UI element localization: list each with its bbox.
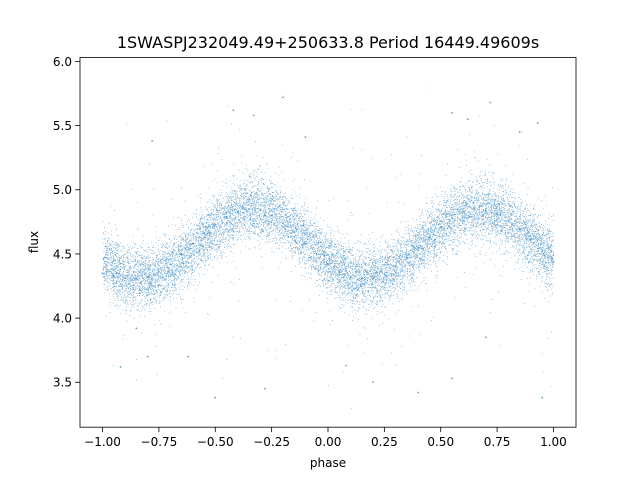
scatter-point bbox=[214, 396, 217, 399]
x-tick-label: 0.50 bbox=[427, 435, 454, 449]
y-tick-label: 5.0 bbox=[53, 183, 72, 197]
scatter-point bbox=[124, 277, 126, 280]
scatter-point bbox=[263, 387, 266, 390]
scatter-point bbox=[146, 355, 149, 358]
y-tick-label: 4.0 bbox=[53, 311, 72, 325]
scatter-point bbox=[518, 228, 521, 231]
x-axis-ticks: −1.00 −0.75 −0.50 −0.25 0.00 0.25 0.50 0.75 1.00 bbox=[84, 427, 567, 449]
scatter-point bbox=[473, 208, 476, 210]
y-axis-label: flux bbox=[27, 231, 41, 253]
scatter-point bbox=[451, 377, 453, 380]
scatter-point bbox=[135, 327, 138, 330]
scatter-point bbox=[214, 223, 217, 226]
scatter-point bbox=[451, 111, 453, 114]
x-tick-label: −0.75 bbox=[141, 435, 178, 449]
scatter-point bbox=[345, 364, 347, 367]
scatter-point bbox=[530, 238, 532, 241]
scatter-point bbox=[252, 114, 255, 117]
scatter-point bbox=[496, 213, 498, 216]
scatter-point bbox=[439, 226, 442, 228]
y-tick-label: 6.0 bbox=[53, 55, 72, 69]
x-tick-label: 0.25 bbox=[371, 435, 398, 449]
y-tick-label: 3.5 bbox=[53, 376, 72, 390]
scatter-points bbox=[101, 87, 555, 410]
y-tick-label: 5.5 bbox=[53, 119, 72, 133]
scatter-point bbox=[372, 277, 374, 280]
scatter-point bbox=[451, 217, 453, 219]
scatter-point bbox=[304, 136, 307, 139]
x-tick-label: −0.50 bbox=[197, 435, 234, 449]
scatter-point bbox=[417, 391, 420, 394]
scatter-point bbox=[282, 222, 284, 225]
scatter-point bbox=[462, 210, 465, 213]
scatter-point bbox=[112, 274, 115, 277]
scatter-point bbox=[304, 242, 307, 245]
scatter-point-cloud bbox=[102, 87, 555, 410]
scatter-point bbox=[236, 210, 239, 213]
scatter-point bbox=[536, 122, 539, 124]
y-axis-ticks: 3.5 4.0 4.5 5.0 5.5 6.0 bbox=[53, 55, 80, 390]
x-tick-label: 0.00 bbox=[315, 435, 342, 449]
scatter-point bbox=[146, 276, 149, 278]
x-tick-label: −0.25 bbox=[253, 435, 290, 449]
scatter-point bbox=[180, 253, 183, 255]
x-tick-label: −1.00 bbox=[84, 435, 121, 449]
scatter-point bbox=[394, 265, 397, 268]
scatter-point bbox=[372, 381, 374, 384]
scatter-point bbox=[327, 263, 329, 266]
scatter-point bbox=[484, 209, 487, 212]
scatter-point bbox=[428, 236, 431, 239]
scatter-point bbox=[489, 101, 492, 104]
scatter-point bbox=[541, 396, 544, 399]
scatter-point bbox=[151, 140, 154, 142]
scatter-point bbox=[293, 231, 296, 234]
scatter-point bbox=[259, 209, 262, 212]
scatter-point bbox=[484, 336, 487, 339]
scatter-point bbox=[518, 131, 521, 133]
scatter-point bbox=[552, 260, 555, 263]
scatter-point bbox=[360, 277, 363, 280]
scatter-point bbox=[466, 118, 469, 121]
scatter-point bbox=[282, 96, 284, 99]
x-tick-label: 1.00 bbox=[540, 435, 567, 449]
scatter-point bbox=[187, 355, 190, 358]
scatter-point bbox=[270, 214, 273, 217]
scatter-point bbox=[158, 271, 160, 273]
scatter-point bbox=[248, 208, 250, 210]
x-tick-label: 0.75 bbox=[484, 435, 511, 449]
scatter-point bbox=[135, 277, 138, 280]
scatter-point bbox=[383, 273, 386, 276]
scatter-point bbox=[406, 256, 408, 259]
scatter-point bbox=[349, 276, 352, 278]
scatter-point bbox=[225, 215, 228, 218]
scatter-point bbox=[191, 242, 194, 245]
scatter-point bbox=[101, 272, 104, 275]
scatter-point bbox=[203, 232, 205, 235]
scatter-point bbox=[417, 246, 420, 249]
scatter-point bbox=[315, 253, 318, 255]
scatter-point bbox=[541, 250, 544, 253]
scatter-point bbox=[169, 263, 172, 266]
scatter-point bbox=[119, 365, 122, 368]
x-axis-label: phase bbox=[310, 456, 346, 470]
y-tick-label: 4.5 bbox=[53, 247, 72, 261]
chart-title: 1SWASPJ232049.49+250633.8 Period 16449.4… bbox=[117, 33, 539, 52]
scatter-point bbox=[338, 271, 341, 273]
scatter-point bbox=[232, 109, 235, 112]
scatter-point bbox=[507, 219, 510, 222]
